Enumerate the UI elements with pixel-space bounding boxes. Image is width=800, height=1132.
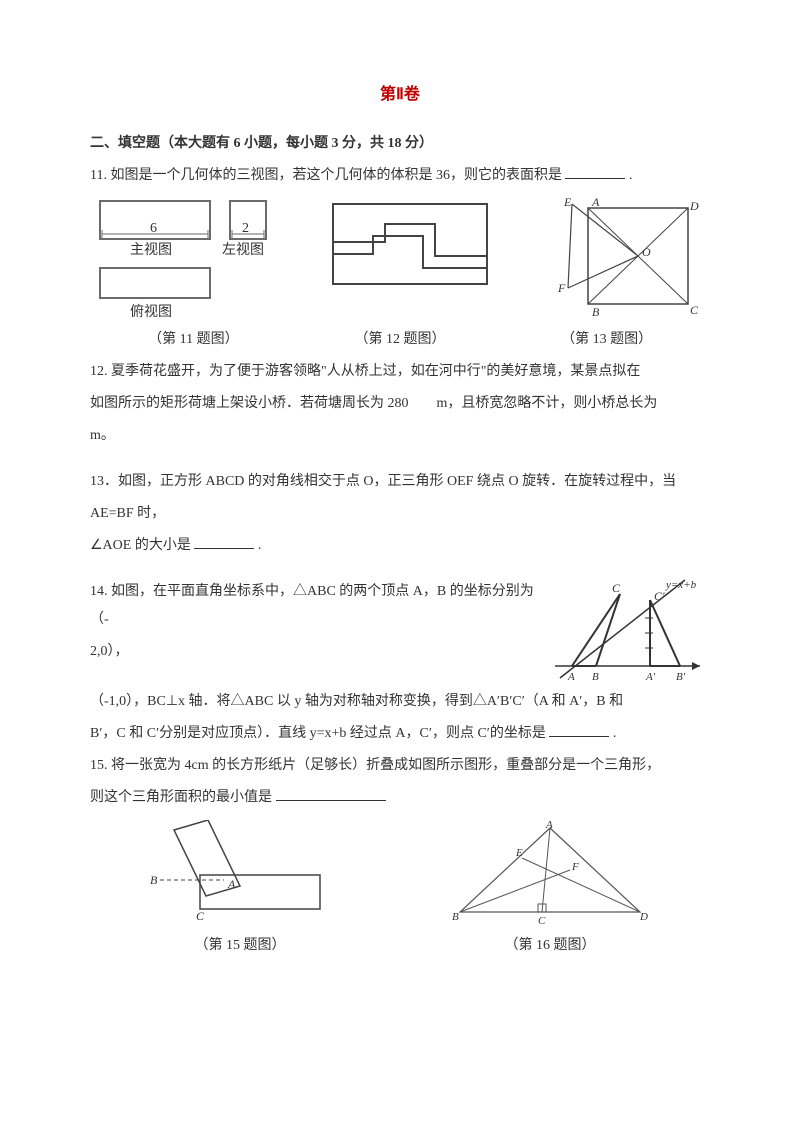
q14-wrap: 14. 如图，在平面直角坐标系中，△ABC 的两个顶点 A，B 的坐标分别为（-… <box>90 578 710 688</box>
fig-15: B A C （第 15 题图） <box>140 820 340 954</box>
fig-11: 6 主视图 2 左视图 俯视图 <box>90 196 270 326</box>
q15-line2-pre: 则这个三角形面积的最小值是 <box>90 790 272 805</box>
q11-period: . <box>629 168 633 183</box>
svg-text:A: A <box>567 671 575 683</box>
fig-16-svg: A B C D E F <box>440 820 660 930</box>
svg-text:C: C <box>690 303 699 316</box>
fig-12 <box>325 196 495 296</box>
section-heading: 二、填空题（本大题有 6 小题，每小题 3 分，共 18 分） <box>90 132 710 152</box>
svg-text:C: C <box>538 915 546 927</box>
q14-line4-post: . <box>613 726 617 741</box>
q13-blank[interactable] <box>194 535 254 549</box>
q13-line3: ∠AOE 的大小是 . <box>90 532 710 560</box>
svg-text:D: D <box>689 199 699 213</box>
figure-row-2: B A C （第 15 题图） A B C D E <box>90 820 710 954</box>
svg-text:A: A <box>591 196 600 209</box>
volume-title: 第Ⅱ卷 <box>90 80 710 104</box>
fig-14: y=x+b A B A′ B′ C C′ <box>550 578 710 688</box>
q11-text: 11. 如图是一个几何体的三视图，若这个几何体的体积是 36，则它的表面积是 <box>90 168 562 183</box>
svg-text:主视图: 主视图 <box>130 242 172 258</box>
svg-text:2: 2 <box>242 221 249 236</box>
q14-text: 14. 如图，在平面直角坐标系中，△ABC 的两个顶点 A，B 的坐标分别为（-… <box>90 578 540 670</box>
svg-text:E: E <box>515 847 523 859</box>
q15-blank[interactable] <box>276 787 386 801</box>
svg-text:E: E <box>563 196 572 209</box>
svg-text:B: B <box>592 305 600 316</box>
q13-line3-post: . <box>258 538 262 553</box>
q14-line4: B′，C 和 C′分别是对应顶点）．直线 y=x+b 经过点 A，C′，则点 C… <box>90 720 710 748</box>
q12-line2: 如图所示的矩形荷塘上架设小桥．若荷塘周长为 280 m，且桥宽忽略不计，则小桥总… <box>90 390 710 418</box>
svg-text:俯视图: 俯视图 <box>130 304 172 320</box>
svg-text:左视图: 左视图 <box>222 242 264 258</box>
svg-text:F: F <box>557 281 566 295</box>
q12-line3: m。 <box>90 422 710 450</box>
figure-row-1: 6 主视图 2 左视图 俯视图 <box>90 196 710 326</box>
svg-text:y=x+b: y=x+b <box>665 579 697 591</box>
svg-text:6: 6 <box>150 221 157 236</box>
caption-16: （第 16 题图） <box>505 934 596 954</box>
caption-12: （第 12 题图） <box>297 328 504 348</box>
svg-text:A′: A′ <box>645 671 656 683</box>
svg-text:O: O <box>642 245 651 259</box>
svg-text:B′: B′ <box>676 671 686 683</box>
fig-11-svg: 6 主视图 2 左视图 俯视图 <box>90 196 270 326</box>
caption-15: （第 15 题图） <box>195 934 286 954</box>
fig-16: A B C D E F （第 16 题图） <box>440 820 660 954</box>
fig-14-svg: y=x+b A B A′ B′ C C′ <box>550 578 710 688</box>
q14-line1: 14. 如图，在平面直角坐标系中，△ABC 的两个顶点 A，B 的坐标分别为（- <box>90 578 540 634</box>
q14-line4-pre: B′，C 和 C′分别是对应顶点）．直线 y=x+b 经过点 A，C′，则点 C… <box>90 726 546 741</box>
q14-line2: 2,0）， <box>90 638 540 666</box>
caption-row-1: （第 11 题图） （第 12 题图） （第 13 题图） <box>90 328 710 348</box>
caption-13: （第 13 题图） <box>503 328 710 348</box>
q13-line1: 13．如图，正方形 ABCD 的对角线相交于点 O，正三角形 OEF 绕点 O … <box>90 468 710 496</box>
caption-11: （第 11 题图） <box>90 328 297 348</box>
svg-text:C: C <box>612 581 621 595</box>
q13-line3-pre: ∠AOE 的大小是 <box>90 538 191 553</box>
svg-text:C: C <box>196 909 205 923</box>
q11: 11. 如图是一个几何体的三视图，若这个几何体的体积是 36，则它的表面积是 . <box>90 162 710 190</box>
svg-text:B: B <box>150 873 158 887</box>
svg-text:D: D <box>639 911 648 923</box>
q14-blank[interactable] <box>549 723 609 737</box>
page: 第Ⅱ卷 二、填空题（本大题有 6 小题，每小题 3 分，共 18 分） 11. … <box>0 0 800 1132</box>
q12-line1: 12. 夏季荷花盛开，为了便于游客领略"人从桥上过，如在河中行"的美好意境，某景… <box>90 358 710 386</box>
q15-line2: 则这个三角形面积的最小值是 <box>90 784 710 812</box>
q13-line2: AE=BF 时， <box>90 500 710 528</box>
q15-line1: 15. 将一张宽为 4cm 的长方形纸片（足够长）折叠成如图所示图形，重叠部分是… <box>90 752 710 780</box>
fig-15-svg: B A C <box>140 820 340 930</box>
svg-text:F: F <box>571 861 579 873</box>
svg-text:A: A <box>545 820 553 831</box>
svg-text:B: B <box>592 671 599 683</box>
q14-line3: （-1,0），BC⊥x 轴．将△ABC 以 y 轴为对称轴对称变换，得到△A′B… <box>90 688 710 716</box>
fig-13-svg: A D B C E F O <box>550 196 710 316</box>
q11-blank[interactable] <box>565 165 625 179</box>
svg-text:A: A <box>227 877 236 891</box>
svg-text:C′: C′ <box>654 589 665 603</box>
fig-13: A D B C E F O <box>550 196 710 316</box>
fig-12-svg <box>325 196 495 296</box>
svg-text:B: B <box>452 911 459 923</box>
